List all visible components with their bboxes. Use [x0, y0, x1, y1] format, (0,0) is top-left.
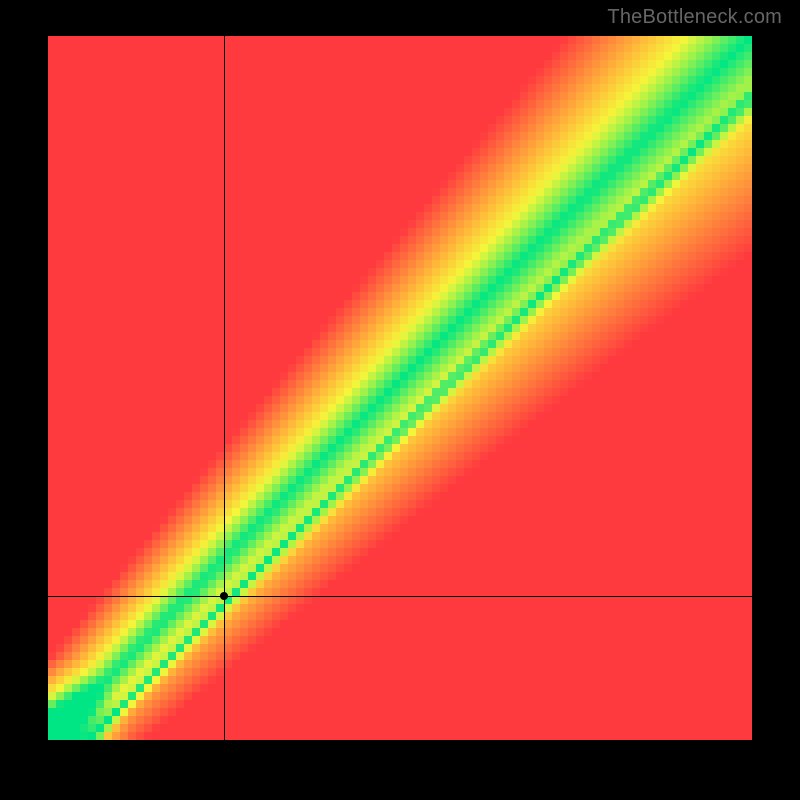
plot-area — [48, 36, 752, 740]
crosshair-marker — [220, 592, 228, 600]
crosshair-vertical — [224, 36, 225, 740]
heatmap-canvas — [48, 36, 752, 740]
chart-container: TheBottleneck.com — [0, 0, 800, 800]
crosshair-horizontal — [48, 596, 752, 597]
watermark-text: TheBottleneck.com — [607, 6, 782, 29]
